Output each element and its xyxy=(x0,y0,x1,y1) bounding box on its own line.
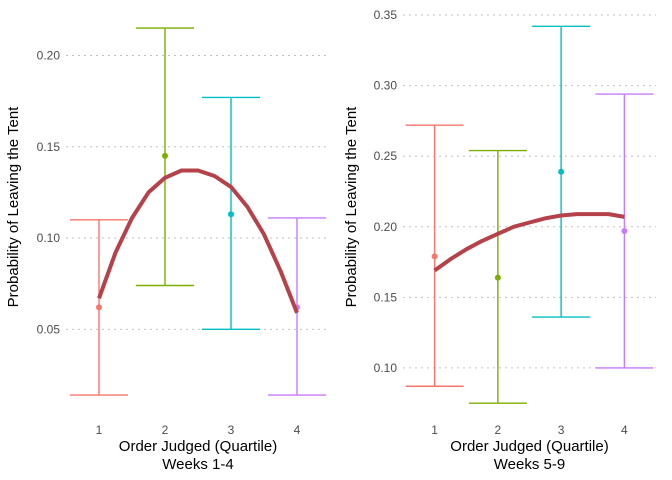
x-tick-label: 2 xyxy=(162,423,169,437)
estimate-point xyxy=(96,304,102,311)
y-tick-label: 0.25 xyxy=(374,149,398,163)
panel-2: 0.10 0.15 0.20 0.25 0.30 0.35 1 2 3 4 Probability … xyxy=(343,8,656,473)
y-axis-title: Probability of Leaving the Tent xyxy=(343,106,360,308)
estimate-point xyxy=(558,168,565,175)
x-tick-label: 4 xyxy=(621,423,628,437)
y-tick-label: 0.15 xyxy=(374,290,398,304)
error-bar xyxy=(70,219,128,396)
fit-curve xyxy=(97,168,299,314)
y-tick-label: 0.30 xyxy=(374,79,398,93)
error-bar xyxy=(405,124,464,387)
y-tick-label: 0.35 xyxy=(374,8,398,22)
x-tick-label: 4 xyxy=(294,423,301,437)
estimate-point xyxy=(162,152,168,159)
panel-subtitle: Weeks 5-9 xyxy=(494,456,565,473)
estimate-point xyxy=(621,227,628,234)
error-bar xyxy=(532,25,591,318)
panel-1: 0.05 0.10 0.15 0.20 1 2 3 4 Probability of Leavi… xyxy=(5,27,330,473)
x-tick-label: 1 xyxy=(96,423,103,437)
x-tick-label: 3 xyxy=(558,423,565,437)
estimate-point xyxy=(228,211,234,218)
error-bar xyxy=(202,96,260,331)
x-tick-label: 2 xyxy=(495,423,502,437)
error-bar xyxy=(268,217,326,396)
y-tick-label: 0.20 xyxy=(374,220,398,234)
x-axis-title: Order Judged (Quartile) xyxy=(450,438,608,455)
estimate-point xyxy=(431,253,438,260)
error-bar xyxy=(468,149,527,404)
y-axis-title: Probability of Leaving the Tent xyxy=(5,106,22,308)
x-axis-title: Order Judged (Quartile) xyxy=(119,438,277,455)
x-tick-label: 1 xyxy=(431,423,438,437)
y-tick-label: 0.05 xyxy=(37,322,61,336)
fit-curve xyxy=(433,212,625,273)
y-tick-label: 0.10 xyxy=(37,231,61,245)
error-bar xyxy=(595,93,654,369)
error-bar xyxy=(136,27,194,287)
y-tick-label: 0.15 xyxy=(37,140,61,154)
estimate-point xyxy=(494,274,501,281)
panel-subtitle: Weeks 1-4 xyxy=(162,456,233,473)
y-tick-label: 0.20 xyxy=(37,48,61,62)
y-tick-label: 0.10 xyxy=(374,361,398,375)
x-tick-label: 3 xyxy=(228,423,235,437)
